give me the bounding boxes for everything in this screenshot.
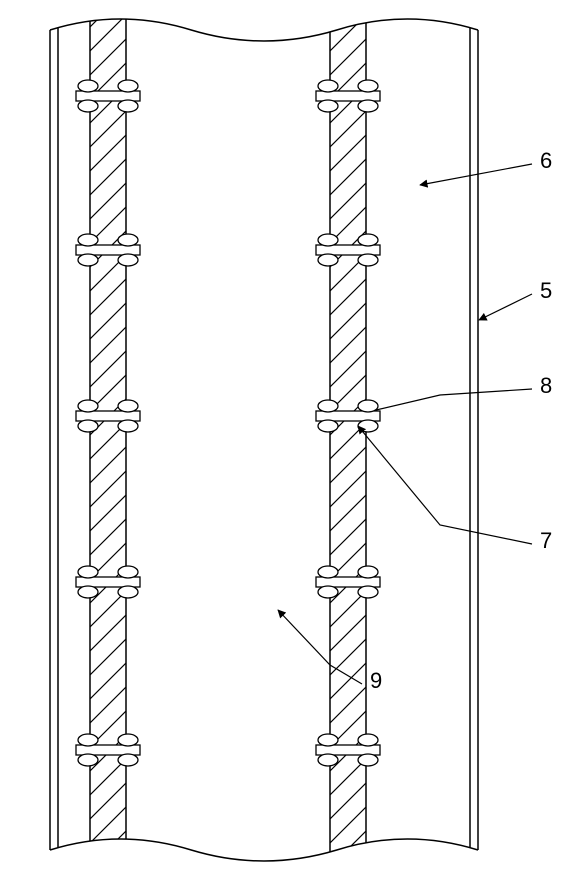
bolt-ellipse	[318, 100, 338, 112]
label-text: 7	[540, 528, 552, 553]
bolt-ellipse	[318, 734, 338, 746]
bolt-ellipse	[118, 80, 138, 92]
bolt-ellipse	[118, 586, 138, 598]
bolt-ellipse	[358, 734, 378, 746]
bracket-body	[76, 245, 140, 255]
bracket-assembly	[316, 80, 380, 112]
bolt-ellipse	[118, 400, 138, 412]
bolt-ellipse	[318, 254, 338, 266]
leader-line	[376, 389, 532, 410]
bolt-ellipse	[78, 566, 98, 578]
bolt-ellipse	[318, 754, 338, 766]
bolt-ellipse	[118, 754, 138, 766]
bracket-body	[316, 577, 380, 587]
bolt-ellipse	[318, 420, 338, 432]
bolt-ellipse	[78, 234, 98, 246]
top-break-line	[50, 19, 478, 41]
bolt-ellipse	[118, 100, 138, 112]
bolt-ellipse	[358, 400, 378, 412]
bolt-ellipse	[358, 234, 378, 246]
bolt-ellipse	[358, 586, 378, 598]
leader-line	[479, 294, 532, 320]
label-text: 8	[540, 373, 552, 398]
bracket-body	[76, 745, 140, 755]
bolt-ellipse	[318, 234, 338, 246]
bolt-ellipse	[318, 400, 338, 412]
bracket-body	[76, 91, 140, 101]
bolt-ellipse	[118, 566, 138, 578]
label-text: 6	[540, 148, 552, 173]
bracket-assembly	[76, 734, 140, 766]
bracket-body	[316, 245, 380, 255]
label-text: 9	[370, 668, 382, 693]
label-7: 7	[358, 426, 552, 553]
bolt-ellipse	[78, 420, 98, 432]
bolt-ellipse	[118, 234, 138, 246]
bracket-body	[316, 91, 380, 101]
label-8: 8	[376, 373, 552, 410]
bolt-ellipse	[78, 586, 98, 598]
bolt-ellipse	[358, 754, 378, 766]
bottom-break-line	[50, 839, 478, 861]
bolt-ellipse	[78, 100, 98, 112]
bracket-assembly	[76, 566, 140, 598]
bracket-body	[316, 745, 380, 755]
bolt-ellipse	[358, 254, 378, 266]
bolt-ellipse	[78, 734, 98, 746]
bolt-ellipse	[78, 754, 98, 766]
label-6: 6	[420, 148, 552, 185]
bolt-ellipse	[318, 80, 338, 92]
bolt-ellipse	[118, 420, 138, 432]
bracket-assembly	[76, 80, 140, 112]
bolt-ellipse	[78, 80, 98, 92]
bracket-assembly	[76, 400, 140, 432]
bolt-ellipse	[118, 254, 138, 266]
bracket-assembly	[316, 234, 380, 266]
bolt-ellipse	[358, 80, 378, 92]
bolt-ellipse	[78, 254, 98, 266]
bolt-ellipse	[118, 734, 138, 746]
bracket-assembly	[316, 566, 380, 598]
bolt-ellipse	[78, 400, 98, 412]
bolt-ellipse	[358, 566, 378, 578]
leader-line	[358, 426, 532, 544]
bracket-assembly	[316, 400, 380, 432]
bracket-body	[76, 411, 140, 421]
bracket-assembly	[316, 734, 380, 766]
bracket-assembly	[76, 234, 140, 266]
bracket-body	[316, 411, 380, 421]
leader-line	[278, 610, 362, 684]
bolt-ellipse	[318, 566, 338, 578]
bolt-ellipse	[318, 586, 338, 598]
bracket-body	[76, 577, 140, 587]
bolt-ellipse	[358, 100, 378, 112]
label-5: 5	[479, 278, 552, 320]
label-text: 5	[540, 278, 552, 303]
leader-line	[420, 164, 532, 185]
